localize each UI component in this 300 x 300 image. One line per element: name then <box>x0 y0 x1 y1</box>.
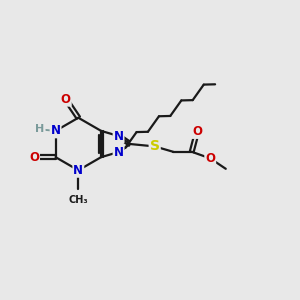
Text: O: O <box>61 93 71 106</box>
Text: N: N <box>114 130 124 142</box>
Text: O: O <box>29 151 39 164</box>
Text: S: S <box>150 140 160 153</box>
Text: N: N <box>51 124 61 137</box>
Text: CH₃: CH₃ <box>68 195 88 206</box>
Text: N: N <box>73 164 83 177</box>
Text: H: H <box>35 124 45 134</box>
Text: O: O <box>205 152 215 165</box>
Text: N: N <box>114 146 124 158</box>
Text: O: O <box>192 125 202 138</box>
